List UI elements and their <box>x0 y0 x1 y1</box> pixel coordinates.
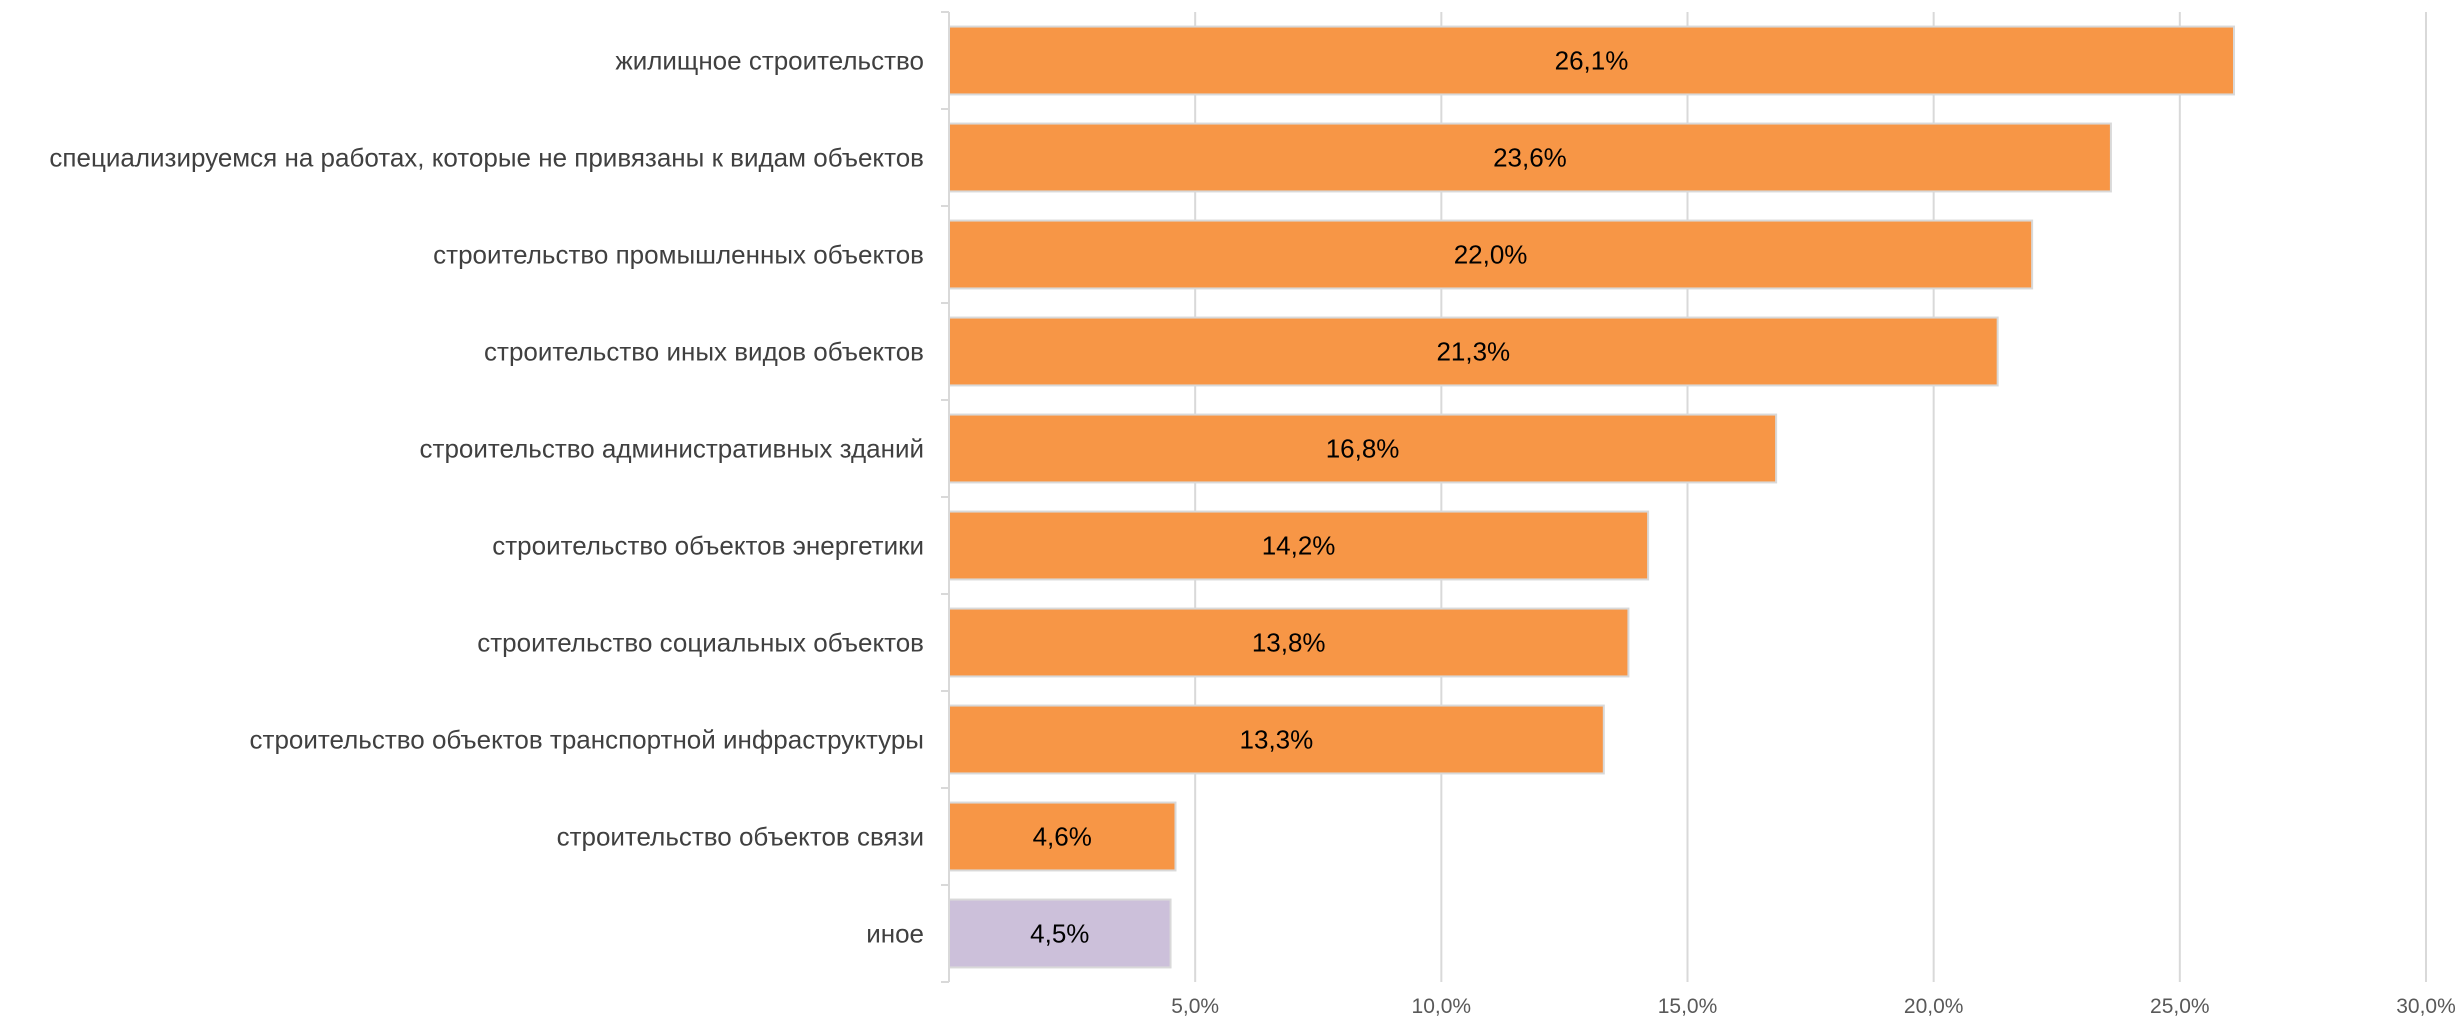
x-tick-label: 15,0% <box>1658 995 1718 1018</box>
value-labels: 26,1% 23,6% 22,0% 21,3% 16,8% 14,2% 13,8% 13,3%… <box>1030 46 1628 949</box>
bar <box>948 607 1630 678</box>
x-tick-label: 25,0% <box>2150 995 2210 1018</box>
category-label: специализируемся на работах, которые не … <box>49 143 924 173</box>
data-label: 23,6% <box>1493 143 1567 173</box>
data-label: 14,2% <box>1262 531 1336 561</box>
data-label: 4,6% <box>1033 822 1092 852</box>
data-label: 16,8% <box>1326 434 1400 464</box>
data-label: 21,3% <box>1436 337 1510 367</box>
x-tick-label: 30,0% <box>2396 995 2456 1018</box>
bar <box>948 25 2235 96</box>
category-label: строительство социальных объектов <box>477 628 924 658</box>
x-tick-label: 20,0% <box>1904 995 1964 1018</box>
bars <box>948 25 2235 969</box>
category-label: строительство иных видов объектов <box>484 337 924 367</box>
bar <box>948 316 1999 387</box>
x-tick-label: 10,0% <box>1412 995 1472 1018</box>
category-label: строительство объектов связи <box>557 822 924 852</box>
bar <box>948 122 2112 193</box>
category-label: строительство объектов транспортной инфр… <box>250 725 924 755</box>
data-label: 13,3% <box>1240 725 1314 755</box>
x-axis-tick-labels: 5,0% 10,0% 15,0% 20,0% 25,0% 30,0% <box>1171 995 2456 1018</box>
data-label: 22,0% <box>1454 240 1528 270</box>
bar <box>948 413 1778 484</box>
bar <box>948 704 1605 775</box>
data-label: 4,5% <box>1030 919 1089 949</box>
bar <box>948 219 2034 290</box>
category-labels: жилищное строительство специализируемся н… <box>49 46 924 949</box>
bar <box>948 510 1650 581</box>
category-label: жилищное строительство <box>615 46 924 76</box>
data-label: 13,8% <box>1252 628 1326 658</box>
category-label: строительство промышленных объектов <box>433 240 924 270</box>
category-label: строительство административных зданий <box>420 434 924 464</box>
bar <box>948 898 1172 969</box>
category-label: иное <box>866 919 924 949</box>
data-label: 26,1% <box>1555 46 1629 76</box>
y-axis <box>941 11 950 983</box>
x-tick-label: 5,0% <box>1171 995 1219 1018</box>
bar <box>948 801 1177 872</box>
category-label: строительство объектов энергетики <box>492 531 924 561</box>
